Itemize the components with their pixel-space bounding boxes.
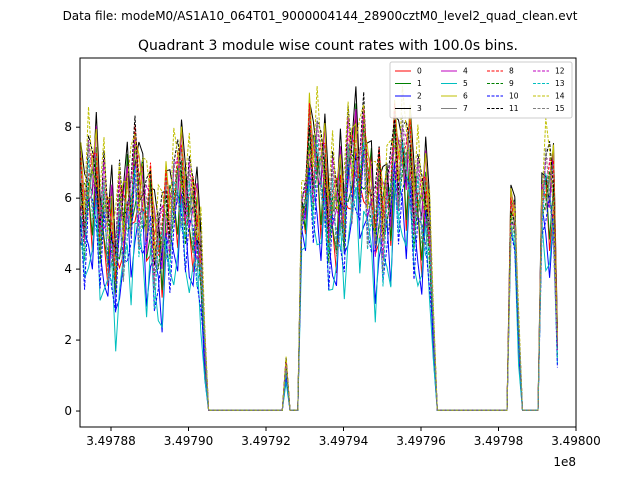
x-tick-label: 3.49798 [474, 434, 524, 448]
series-line-11 [80, 91, 558, 411]
series-line-12 [80, 109, 558, 411]
legend-label-13: 13 [555, 79, 565, 88]
series-line-15 [80, 114, 558, 411]
y-tick-label: 8 [64, 120, 72, 134]
y-tick-label: 6 [64, 191, 72, 205]
x-tick-label: 3.49794 [319, 434, 369, 448]
series-layer [80, 85, 558, 411]
plot-frame [79, 57, 577, 428]
legend-label-0: 0 [417, 67, 422, 76]
y-tick-label: 0 [64, 404, 72, 418]
legend-label-1: 1 [417, 79, 422, 88]
x-tick-label: 3.49792 [241, 434, 291, 448]
legend-label-7: 7 [463, 104, 468, 113]
x-tick-label: 3.49800 [551, 434, 601, 448]
legend-label-3: 3 [417, 104, 422, 113]
chart-title: Quadrant 3 module wise count rates with … [138, 38, 518, 54]
x-tick-label: 3.49788 [86, 434, 136, 448]
y-tick-label: 4 [64, 262, 72, 276]
legend-label-10: 10 [509, 92, 519, 101]
legend-label-15: 15 [555, 104, 565, 113]
legend-label-12: 12 [555, 67, 565, 76]
legend-label-11: 11 [509, 104, 519, 113]
axes-layer: 3.49788 3.49790 3.49792 3.49794 3.49796 3.497… [64, 57, 601, 448]
legend-label-5: 5 [463, 79, 468, 88]
x-tick-label: 3.49790 [164, 434, 214, 448]
y-tick-label: 2 [64, 333, 72, 347]
legend-label-9: 9 [509, 79, 514, 88]
legend-label-14: 14 [555, 92, 565, 101]
legend-label-4: 4 [463, 67, 468, 76]
legend-label-6: 6 [463, 92, 468, 101]
figure-suptitle: Data file: modeM0/AS1A10_064T01_90000041… [63, 9, 578, 23]
legend-box [389, 61, 573, 119]
legend-label-2: 2 [417, 92, 422, 101]
legend-label-8: 8 [509, 67, 514, 76]
x-tick-label: 3.49796 [396, 434, 446, 448]
series-line-8 [80, 102, 558, 411]
x-axis-offset-label: 1e8 [553, 455, 576, 469]
